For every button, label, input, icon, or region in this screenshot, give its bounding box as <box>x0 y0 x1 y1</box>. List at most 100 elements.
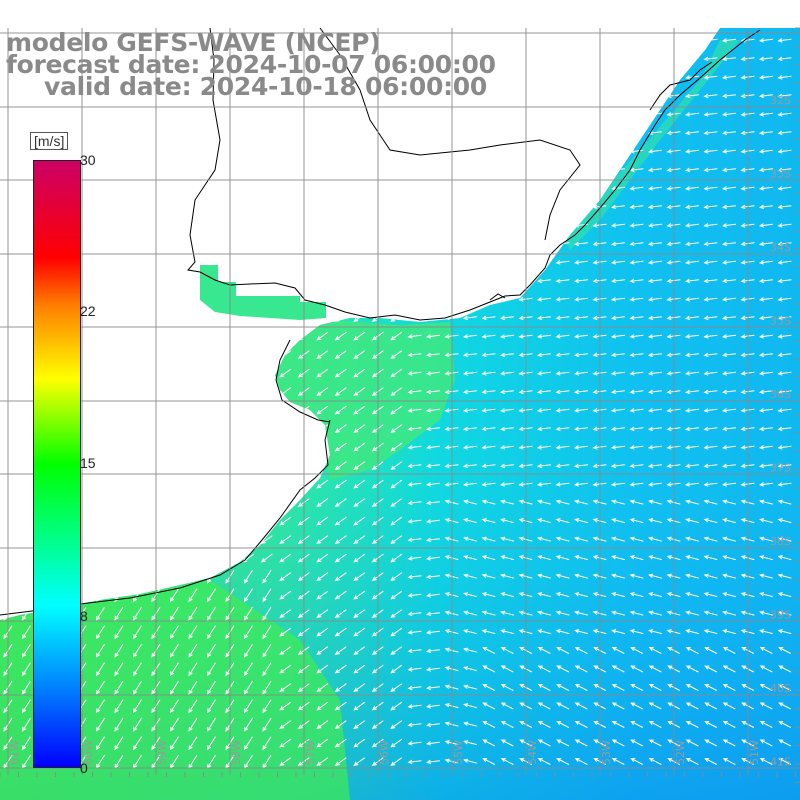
wind-arrow <box>169 699 179 714</box>
wind-arrow <box>390 442 403 452</box>
wind-arrow <box>240 130 255 136</box>
wind-arrow <box>166 112 181 117</box>
wind-arrow <box>610 223 625 228</box>
wind-arrow <box>242 479 255 489</box>
wind-arrow <box>112 331 125 341</box>
wind-arrow <box>95 606 105 621</box>
wind-arrow <box>334 442 347 452</box>
wind-arrow <box>425 223 440 228</box>
lat-lon-grid <box>0 27 800 783</box>
wind-arrow <box>132 717 142 732</box>
wind-arrow <box>536 408 551 413</box>
lat-label: 41S <box>770 756 791 769</box>
wind-arrow <box>629 352 644 358</box>
wind-arrow <box>573 463 588 469</box>
wind-arrow <box>390 516 403 526</box>
wind-arrow <box>499 482 514 487</box>
wind-arrow <box>574 610 588 616</box>
wind-arrow <box>462 112 477 117</box>
wind-arrow <box>131 405 144 415</box>
wind-arrow <box>536 167 551 173</box>
wind-arrow <box>721 278 736 284</box>
wind-arrow <box>482 739 496 747</box>
wind-arrow <box>647 278 662 284</box>
wind-arrow <box>630 739 644 747</box>
wind-arrow <box>629 260 644 265</box>
wind-arrow <box>556 665 570 673</box>
wind-arrow <box>262 680 272 695</box>
wind-arrow <box>114 717 124 732</box>
wind-arrow <box>703 149 718 154</box>
wind-arrow <box>556 720 570 728</box>
wind-arrow <box>684 241 699 247</box>
wind-arrow <box>629 186 644 191</box>
wind-arrow <box>481 408 496 413</box>
wind-arrow <box>684 389 699 395</box>
wind-arrow <box>610 297 625 302</box>
wind-arrow <box>573 75 588 80</box>
wind-arrow <box>390 664 403 674</box>
wind-arrow <box>94 479 107 489</box>
wind-arrow <box>684 167 699 173</box>
wind-arrow <box>18 93 33 99</box>
wind-arrow <box>203 260 218 265</box>
wind-arrow <box>94 424 107 433</box>
lat-label: 33S <box>770 168 791 181</box>
wind-arrow <box>203 186 218 191</box>
wind-arrow <box>482 702 496 710</box>
wind-arrow <box>166 241 181 247</box>
wind-arrow <box>94 313 107 322</box>
wind-arrow <box>203 223 218 228</box>
wind-arrow <box>462 278 477 284</box>
wind-arrow <box>536 297 551 302</box>
wind-arrow <box>759 499 773 505</box>
wind-arrow <box>111 167 126 173</box>
wind-arrow <box>92 297 107 302</box>
wind-arrow <box>55 149 70 154</box>
wind-arrow <box>114 680 124 695</box>
wind-arrow <box>610 186 625 191</box>
wind-arrow <box>573 426 588 432</box>
wind-arrow <box>500 610 514 616</box>
wind-arrow <box>611 739 625 747</box>
wind-arrow <box>185 167 200 173</box>
wind-arrow <box>132 606 142 621</box>
wind-arrow <box>203 167 218 173</box>
wind-arrow <box>573 38 588 43</box>
wind-arrow <box>499 426 514 432</box>
wind-arrow <box>685 555 699 561</box>
wind-arrow <box>721 482 736 487</box>
wind-arrow <box>95 699 105 714</box>
wind-arrow <box>169 643 179 658</box>
wind-arrow <box>205 368 218 378</box>
wind-arrow <box>260 461 273 470</box>
wind-arrow <box>425 556 440 561</box>
wind-arrow <box>94 516 107 526</box>
wind-arrow <box>20 535 33 544</box>
wind-arrow <box>112 368 125 378</box>
wind-arrow <box>500 720 514 728</box>
wind-arrow <box>205 516 218 526</box>
wind-arrow <box>703 482 718 487</box>
forecast-date: forecast date: 2024-10-07 06:00:00 <box>6 50 496 79</box>
wind-arrow <box>648 573 662 579</box>
wind-arrow <box>777 260 792 265</box>
wind-arrow <box>500 702 514 710</box>
wind-arrow <box>185 297 200 302</box>
wind-arrow <box>611 610 625 616</box>
wind-arrow <box>777 371 792 376</box>
wind-arrow <box>555 93 570 99</box>
wind-arrow <box>279 720 292 729</box>
wind-arrow <box>758 223 773 228</box>
wind-arrow <box>481 315 496 321</box>
wind-arrow <box>243 736 253 751</box>
wind-arrow <box>407 186 422 191</box>
wind-arrow <box>166 223 181 228</box>
wind-arrow <box>168 461 181 470</box>
wind-arrow <box>334 516 347 526</box>
wind-arrow <box>721 426 736 432</box>
wind-arrow <box>20 350 33 359</box>
wind-arrow <box>388 297 403 302</box>
wind-arrow <box>499 389 514 395</box>
wind-arrow <box>259 223 274 228</box>
